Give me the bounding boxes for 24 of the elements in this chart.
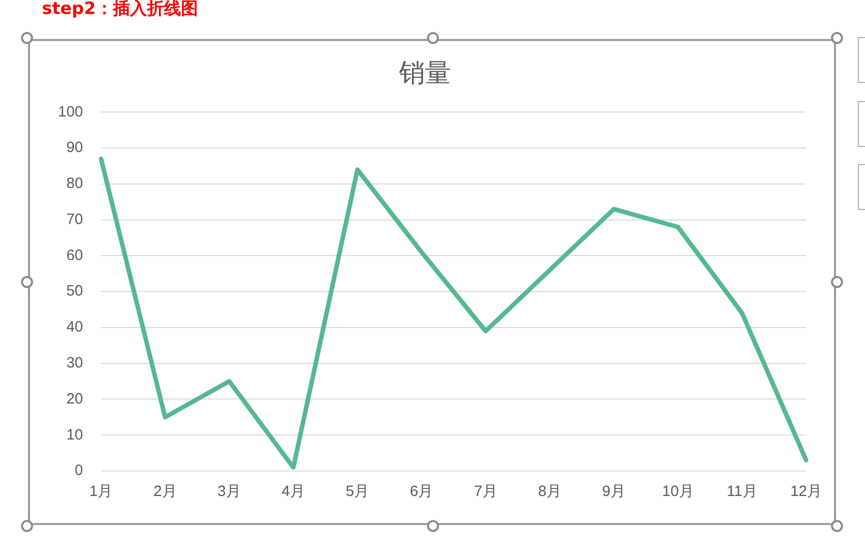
- x-tick-label: 7月: [474, 483, 498, 500]
- y-tick-label: 20: [66, 390, 84, 408]
- y-tick-label: 0: [74, 462, 84, 480]
- x-tick-label: 6月: [410, 483, 434, 500]
- x-tick-label: 9月: [602, 483, 626, 500]
- y-tick-label: 30: [66, 354, 84, 372]
- y-tick-label: 60: [66, 246, 84, 264]
- x-tick-label: 11月: [726, 483, 758, 500]
- x-tick-label: 10月: [662, 483, 694, 500]
- x-tick-label: 5月: [346, 483, 370, 500]
- x-tick-label: 2月: [153, 483, 177, 500]
- y-tick-label: 70: [66, 210, 84, 228]
- x-tick-label: 8月: [538, 483, 562, 500]
- y-tick-label: 80: [66, 175, 84, 192]
- y-tick-label: 10: [66, 426, 84, 444]
- chart-title: 销量: [398, 58, 451, 88]
- y-tick-label: 50: [66, 282, 84, 300]
- x-tick-label: 12月: [790, 483, 822, 500]
- x-tick-label: 3月: [218, 483, 241, 500]
- y-tick-label: 40: [66, 318, 84, 336]
- y-tick-label: 90: [66, 139, 84, 156]
- x-tick-label: 4月: [282, 483, 306, 500]
- x-tick-label: 1月: [89, 483, 113, 500]
- y-tick-label: 100: [58, 103, 84, 120]
